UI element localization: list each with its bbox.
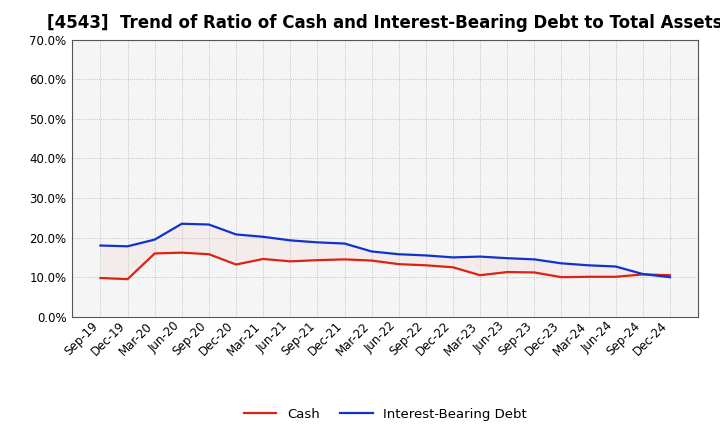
Interest-Bearing Debt [123, 244, 132, 249]
Title: [4543]  Trend of Ratio of Cash and Interest-Bearing Debt to Total Assets: [4543] Trend of Ratio of Cash and Intere… [48, 15, 720, 33]
Interest-Bearing Debt [503, 256, 511, 261]
Cash [96, 275, 105, 281]
Interest-Bearing Debt [421, 253, 430, 258]
Cash [232, 262, 240, 267]
Cash [611, 274, 620, 279]
Interest-Bearing Debt [286, 238, 294, 243]
Interest-Bearing Debt [476, 254, 485, 259]
Interest-Bearing Debt [313, 240, 322, 245]
Cash [665, 272, 674, 278]
Cash [367, 258, 376, 263]
Cash [313, 257, 322, 263]
Interest-Bearing Debt [232, 232, 240, 237]
Interest-Bearing Debt [150, 237, 159, 242]
Legend: Cash, Interest-Bearing Debt: Cash, Interest-Bearing Debt [238, 403, 532, 427]
Cash [530, 270, 539, 275]
Interest-Bearing Debt [341, 241, 349, 246]
Interest-Bearing Debt [584, 263, 593, 268]
Interest-Bearing Debt [557, 260, 566, 266]
Cash [503, 269, 511, 275]
Cash [178, 250, 186, 255]
Interest-Bearing Debt [665, 275, 674, 280]
Interest-Bearing Debt [178, 221, 186, 226]
Line: Interest-Bearing Debt: Interest-Bearing Debt [101, 224, 670, 277]
Cash [421, 263, 430, 268]
Line: Cash: Cash [101, 253, 670, 279]
Interest-Bearing Debt [611, 264, 620, 269]
Interest-Bearing Debt [367, 249, 376, 254]
Cash [259, 257, 268, 262]
Cash [584, 274, 593, 279]
Interest-Bearing Debt [259, 234, 268, 239]
Interest-Bearing Debt [395, 252, 403, 257]
Interest-Bearing Debt [530, 257, 539, 262]
Cash [395, 261, 403, 267]
Cash [449, 264, 457, 270]
Interest-Bearing Debt [449, 255, 457, 260]
Cash [286, 259, 294, 264]
Cash [150, 251, 159, 256]
Interest-Bearing Debt [639, 271, 647, 277]
Cash [341, 257, 349, 262]
Cash [123, 276, 132, 282]
Interest-Bearing Debt [96, 243, 105, 248]
Interest-Bearing Debt [204, 222, 213, 227]
Cash [476, 272, 485, 278]
Cash [639, 272, 647, 277]
Cash [557, 275, 566, 280]
Cash [204, 252, 213, 257]
